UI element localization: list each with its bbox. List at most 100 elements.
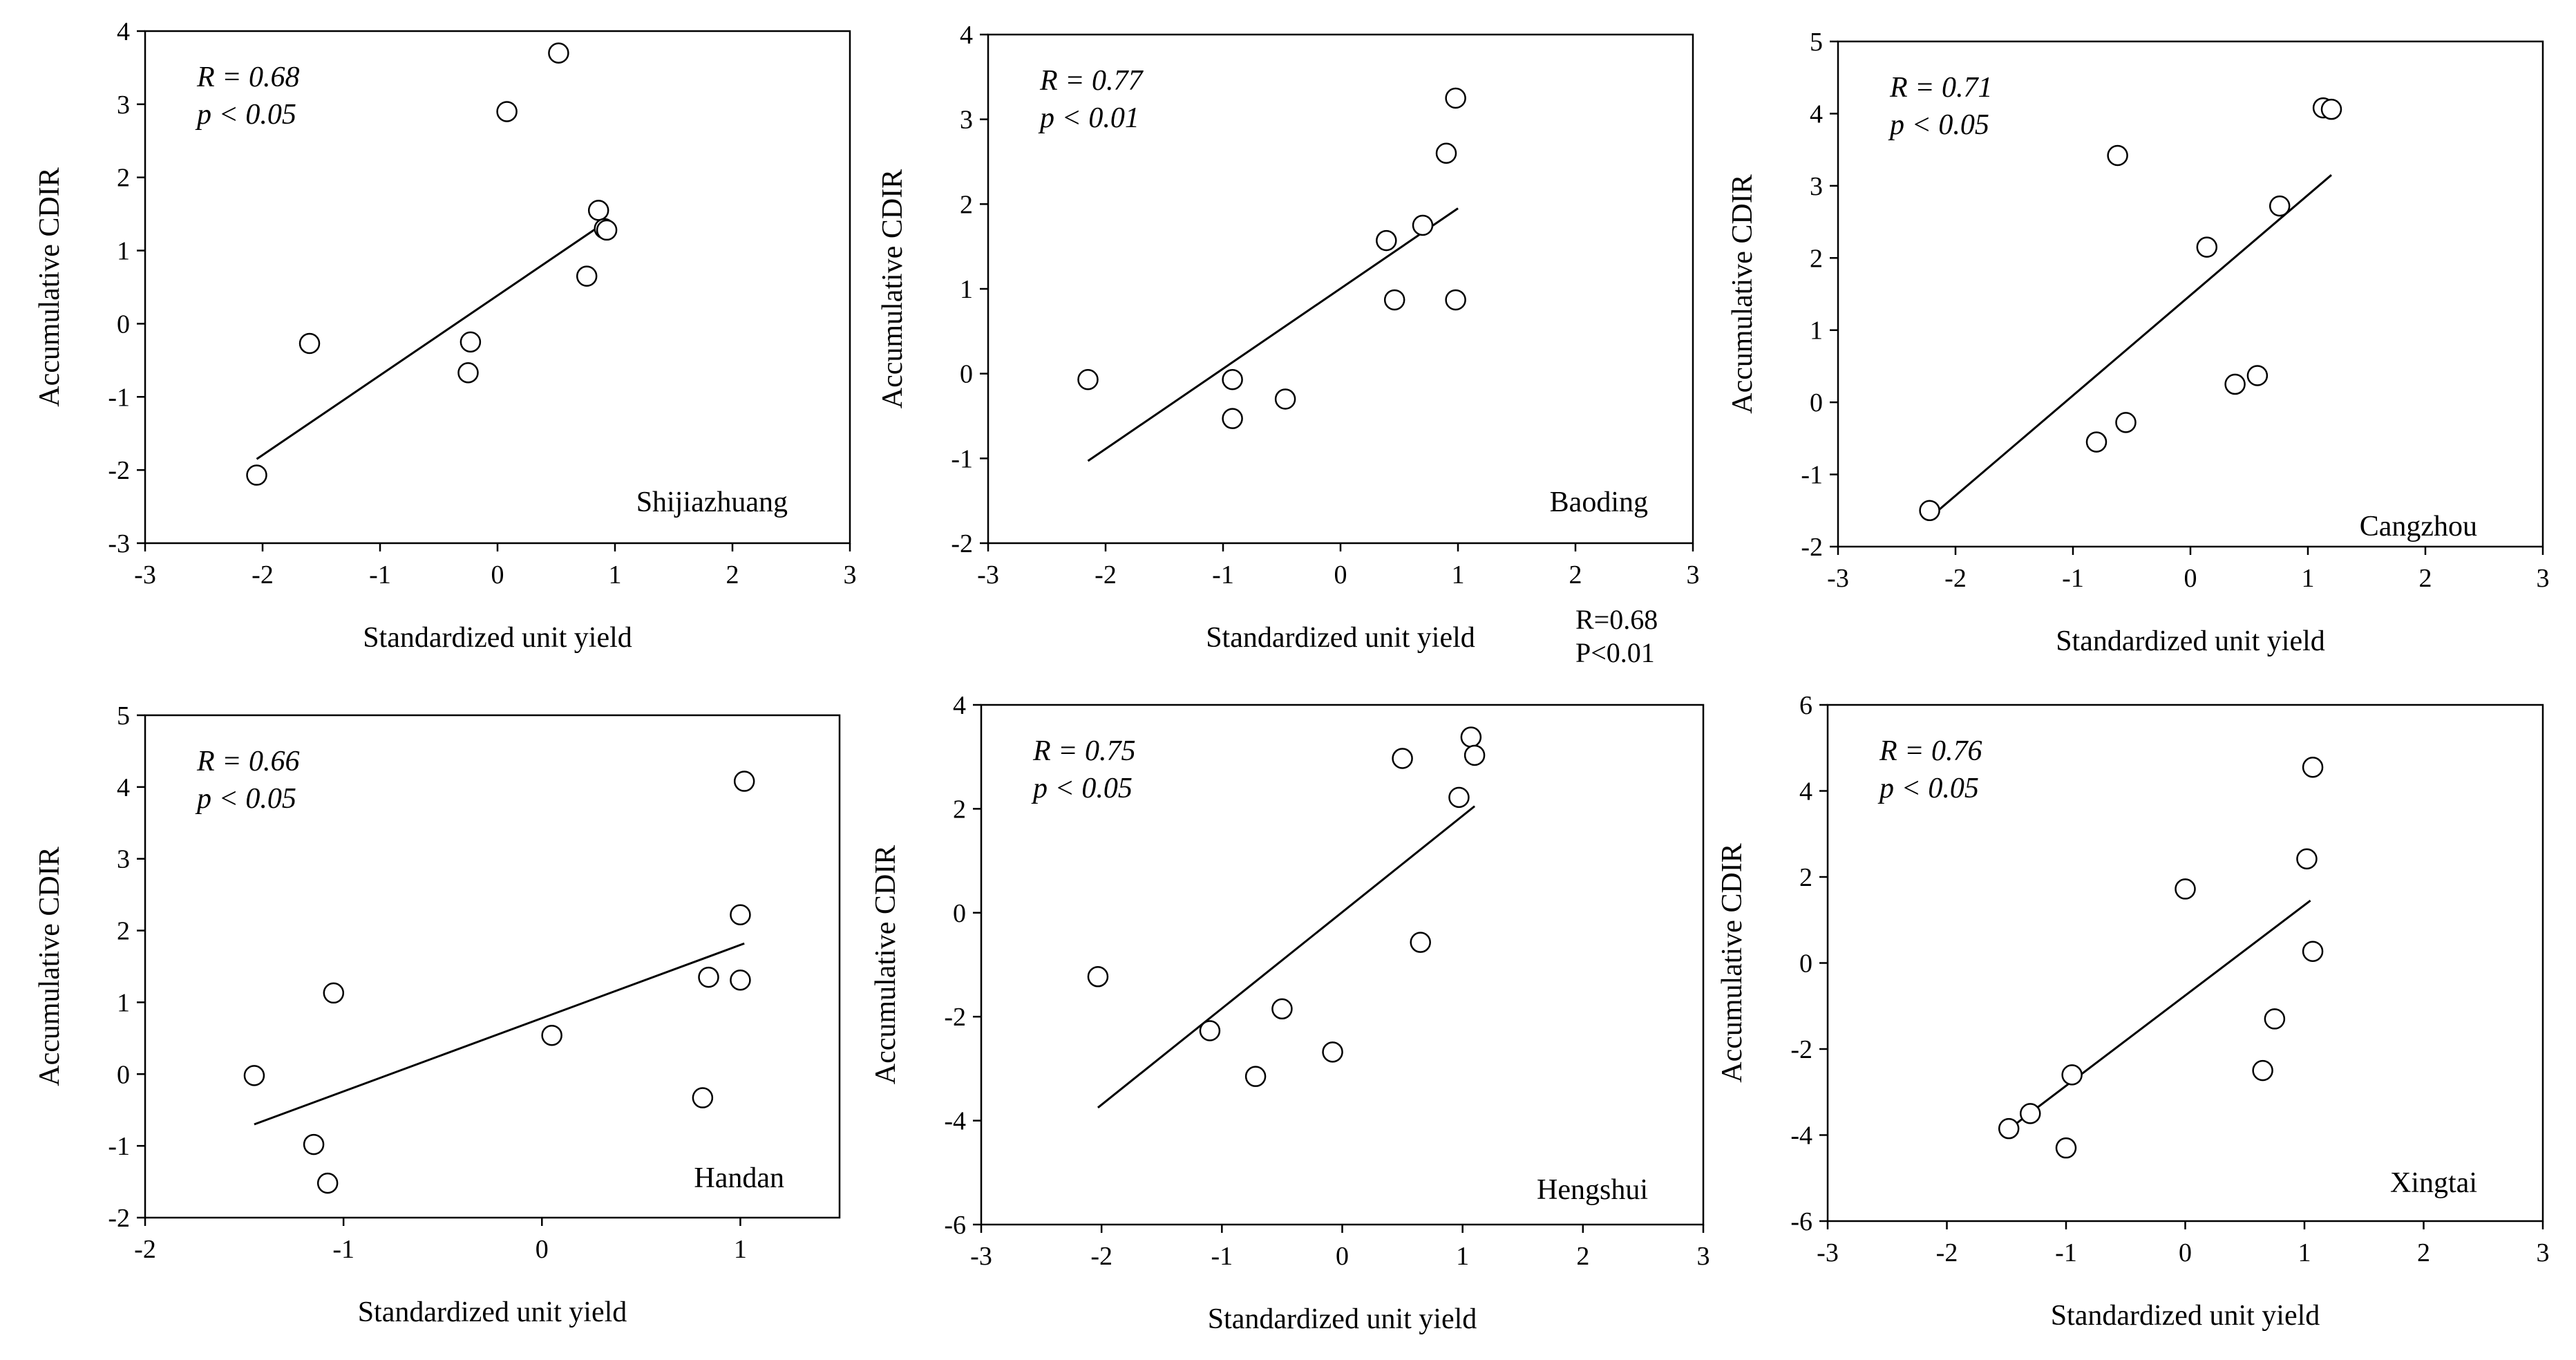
y-tick-label: 2 xyxy=(117,164,130,193)
x-tick-label: 2 xyxy=(2419,564,2432,593)
x-tick-label: -3 xyxy=(1817,1238,1839,1267)
regression-line xyxy=(256,220,607,460)
data-point xyxy=(733,771,755,792)
data-point xyxy=(1199,1020,1221,1041)
panel-handan: -2 -1 0 1 -2 -1 0 1 2 3 4 5 Standardized unit yield A… xyxy=(34,701,841,1328)
data-point xyxy=(2115,412,2137,433)
data-point xyxy=(692,1087,714,1108)
x-tick-label: -3 xyxy=(970,1242,992,1271)
city-label: Hengshui xyxy=(1537,1174,1648,1206)
data-point xyxy=(1376,229,1397,252)
data-point xyxy=(1322,1041,1343,1063)
y-tick-label: 0 xyxy=(1810,388,1823,417)
y-tick-label: -6 xyxy=(1790,1207,1812,1236)
r-value: R = 0.68 xyxy=(196,62,300,93)
data-point xyxy=(1998,1117,2020,1140)
panel-hengshui: -3 -2 -1 0 1 2 3 -6 -4 -2 0 2 4 Standardized unit yie… xyxy=(870,691,1710,1335)
x-tick-label: -3 xyxy=(1827,564,1849,593)
x-tick-label: -2 xyxy=(1936,1238,1958,1267)
data-point xyxy=(243,1065,265,1086)
data-point xyxy=(2224,373,2246,395)
x-tick-label: 3 xyxy=(2537,564,2550,593)
data-point xyxy=(730,904,751,925)
y-tick-label: -2 xyxy=(1801,533,1823,562)
y-tick-label: -1 xyxy=(1801,461,1823,490)
x-tick-label: -2 xyxy=(252,560,274,589)
city-label: Baoding xyxy=(1550,487,1648,518)
regression-line xyxy=(254,942,745,1126)
data-point xyxy=(2296,848,2318,870)
x-tick-label: 1 xyxy=(1452,560,1465,589)
data-point xyxy=(2196,236,2218,258)
y-tick-label: 3 xyxy=(117,91,130,120)
y-tick-label: 5 xyxy=(1810,28,1823,57)
x-tick-label: 3 xyxy=(1687,560,1700,589)
data-point xyxy=(1392,748,1413,769)
y-tick-label: -6 xyxy=(944,1211,966,1240)
data-point xyxy=(2264,1008,2286,1030)
p-value: p < 0.05 xyxy=(1031,773,1133,804)
p-value: p < 0.01 xyxy=(1038,102,1139,134)
city-label: Handan xyxy=(694,1162,784,1194)
y-tick-label: 0 xyxy=(117,310,130,339)
x-axis-title: Standardized unit yield xyxy=(1208,1303,1477,1335)
x-tick-label: -1 xyxy=(369,560,391,589)
x-tick-label: 1 xyxy=(1456,1242,1469,1271)
r-value: R = 0.77 xyxy=(1039,65,1144,97)
y-tick-label: -1 xyxy=(951,444,973,473)
x-tick-label: -3 xyxy=(134,560,156,589)
data-point xyxy=(2252,1059,2273,1082)
regression-line xyxy=(1929,174,2332,519)
x-axis-title: Standardized unit yield xyxy=(1206,622,1475,654)
data-point xyxy=(698,966,719,988)
data-point xyxy=(2320,98,2342,120)
city-label: Xingtai xyxy=(2390,1167,2477,1199)
x-axis-title: Standardized unit yield xyxy=(358,1296,627,1328)
data-point xyxy=(587,200,609,221)
data-point xyxy=(299,332,321,355)
y-axis-title: Accumulative CDIR xyxy=(870,845,902,1084)
regression-line xyxy=(1097,805,1476,1108)
y-tick-label: -3 xyxy=(108,529,130,558)
y-tick-label: 3 xyxy=(117,845,130,874)
data-point xyxy=(2175,878,2196,900)
r-value: R = 0.71 xyxy=(1889,72,1993,104)
y-axis-title: Accumulative CDIR xyxy=(34,167,66,406)
x-tick-label: 2 xyxy=(2417,1238,2430,1267)
y-tick-label: 6 xyxy=(1799,691,1812,720)
data-point xyxy=(1222,369,1243,390)
y-tick-label: -1 xyxy=(108,383,130,412)
data-point xyxy=(2061,1064,2083,1086)
y-axis-title: Accumulative CDIR xyxy=(1716,843,1748,1082)
data-point xyxy=(1412,214,1434,236)
plot-frame xyxy=(144,714,841,1219)
x-tick-label: 0 xyxy=(491,560,504,589)
y-tick-label: -2 xyxy=(108,1204,130,1233)
data-point xyxy=(1077,369,1099,390)
data-point xyxy=(496,101,518,122)
data-point xyxy=(2246,365,2269,386)
y-tick-label: 2 xyxy=(1810,244,1823,273)
x-tick-label: 1 xyxy=(2298,1238,2311,1267)
x-tick-label: -2 xyxy=(134,1235,156,1264)
y-tick-label: -2 xyxy=(1790,1035,1812,1064)
y-tick-label: 2 xyxy=(117,917,130,946)
data-point xyxy=(1271,998,1293,1020)
data-point xyxy=(1445,289,1466,311)
data-point xyxy=(2302,941,2324,962)
y-tick-label: -2 xyxy=(951,529,973,558)
annotation-r: R=0.68 xyxy=(1575,604,1658,635)
p-value: p < 0.05 xyxy=(195,783,296,815)
y-tick-label: 2 xyxy=(953,795,966,824)
y-tick-label: 4 xyxy=(1810,100,1823,129)
p-value: p < 0.05 xyxy=(1888,109,1989,141)
y-tick-label: 4 xyxy=(117,17,130,46)
x-axis-title: Standardized unit yield xyxy=(2056,625,2325,657)
x-tick-label: -1 xyxy=(2055,1238,2077,1267)
regression-line xyxy=(1087,207,1459,462)
y-tick-label: -4 xyxy=(1790,1122,1812,1151)
x-tick-label: -2 xyxy=(1944,564,1967,593)
x-tick-label: 1 xyxy=(734,1235,747,1264)
